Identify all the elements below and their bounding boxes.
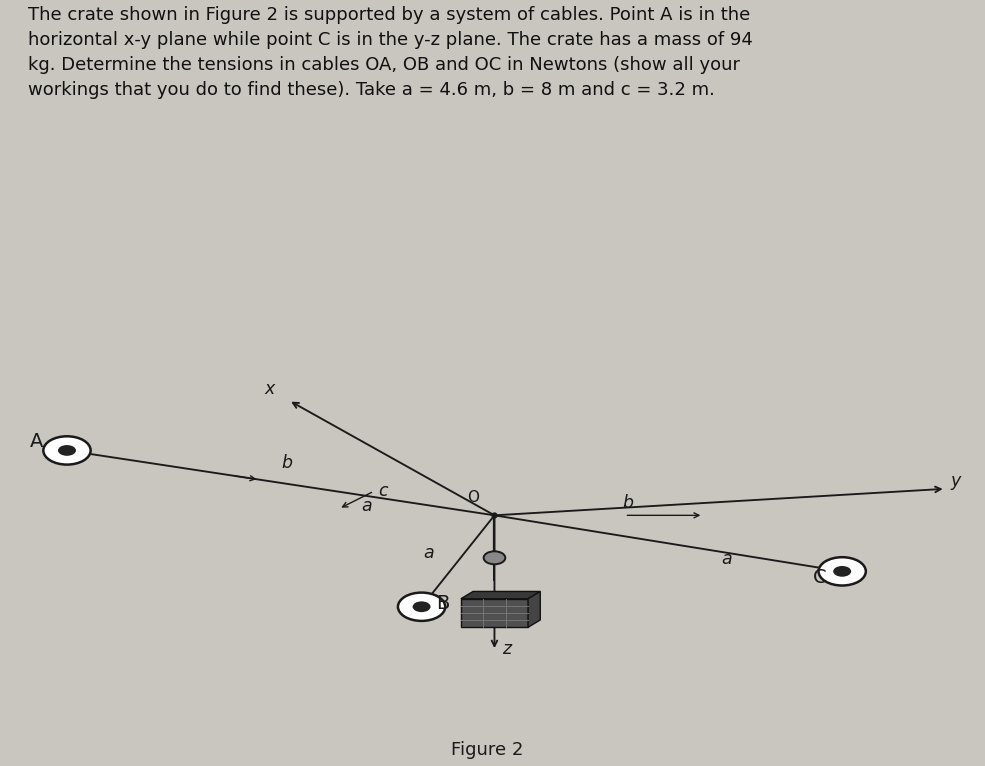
Text: b: b <box>623 494 633 512</box>
Text: b: b <box>281 453 292 472</box>
Text: B: B <box>436 594 450 613</box>
Circle shape <box>819 557 866 585</box>
Text: z: z <box>502 640 511 658</box>
Circle shape <box>43 437 91 465</box>
Text: y: y <box>951 473 960 490</box>
Circle shape <box>413 601 430 612</box>
Text: c: c <box>378 482 387 500</box>
Text: a: a <box>361 496 372 515</box>
Text: Figure 2: Figure 2 <box>451 741 524 759</box>
Text: a: a <box>424 544 434 561</box>
Text: C: C <box>813 568 826 588</box>
Text: a: a <box>721 550 732 568</box>
Polygon shape <box>461 599 528 627</box>
Polygon shape <box>461 591 541 599</box>
Text: O: O <box>467 490 479 506</box>
Text: The crate shown in Figure 2 is supported by a system of cables. Point A is in th: The crate shown in Figure 2 is supported… <box>28 5 753 100</box>
Circle shape <box>833 566 851 577</box>
Circle shape <box>58 445 76 456</box>
Polygon shape <box>528 591 541 627</box>
Circle shape <box>398 593 445 621</box>
Text: x: x <box>264 381 274 398</box>
Text: A: A <box>30 433 43 451</box>
Circle shape <box>484 552 505 565</box>
